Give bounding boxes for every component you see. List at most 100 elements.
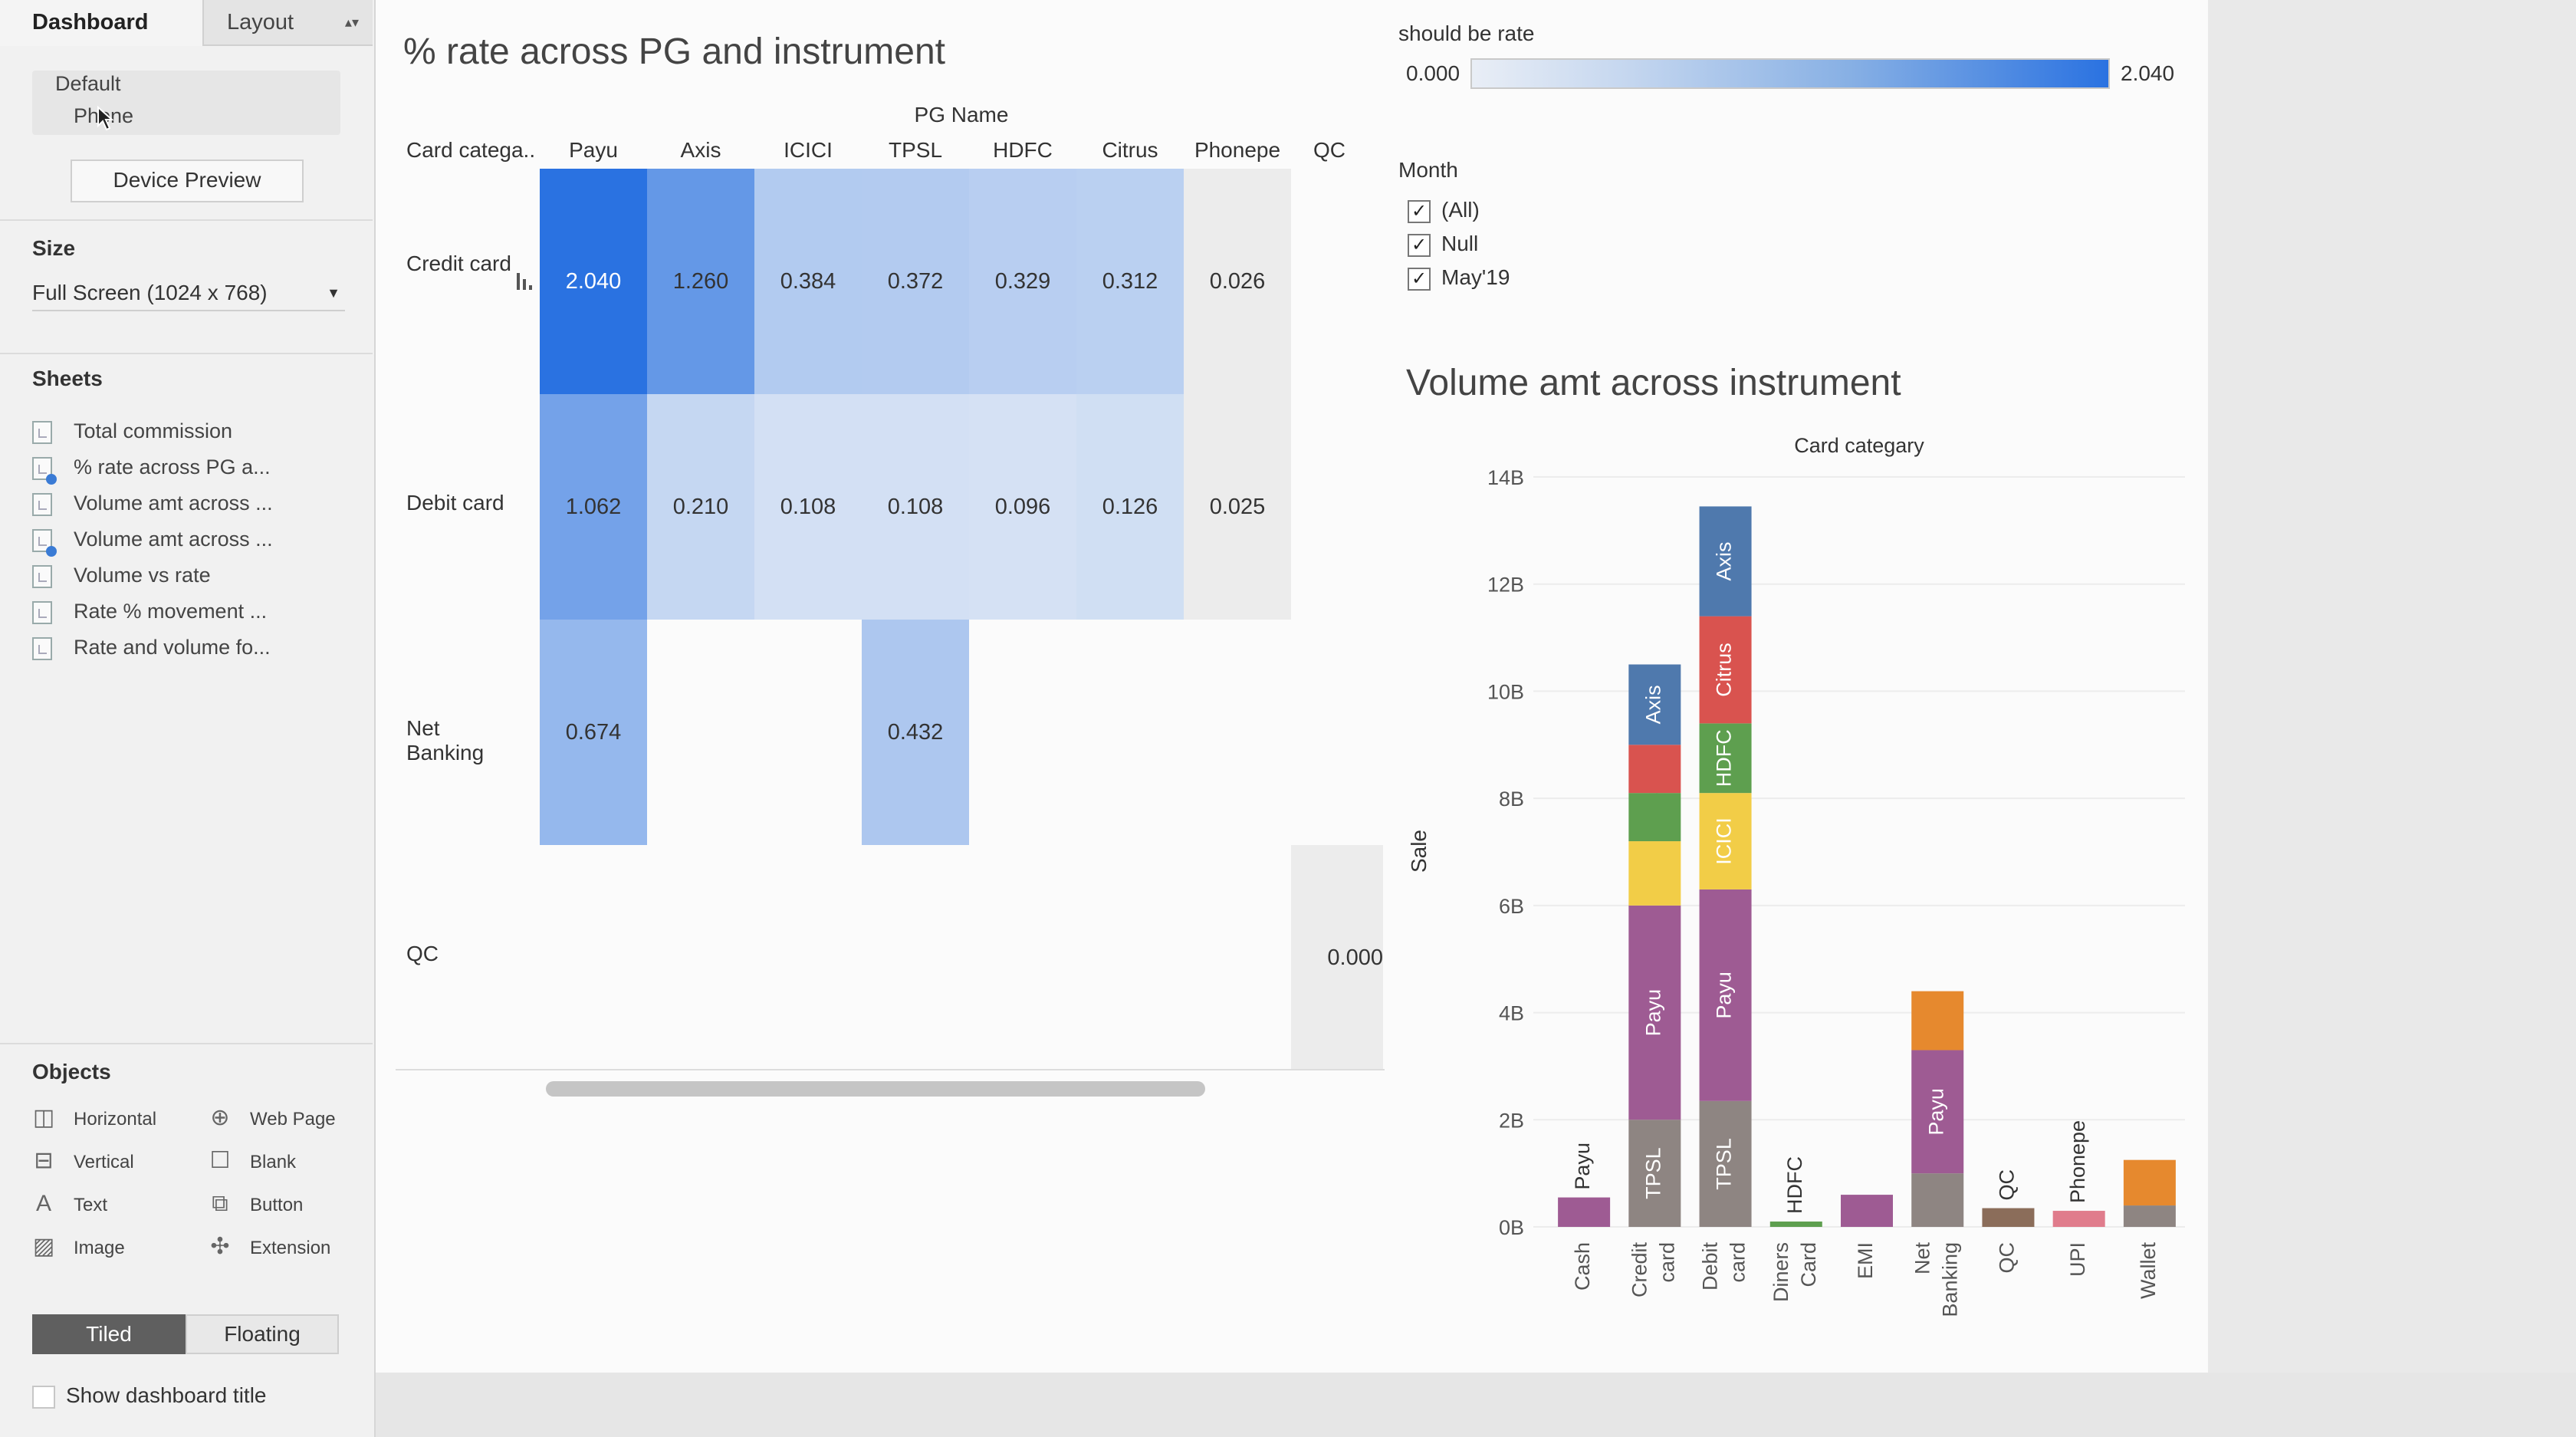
object-text[interactable]: A Text [31, 1189, 107, 1219]
device-preview-button[interactable]: Device Preview [71, 159, 304, 202]
heatmap-cell[interactable]: 0.026 [1184, 169, 1291, 394]
tab-dashboard[interactable]: Dashboard [0, 0, 202, 46]
sheet-item[interactable]: Volume vs rate [32, 560, 211, 590]
device-list: Default Phone [32, 71, 340, 135]
legend-min: 0.000 [1406, 61, 1460, 85]
sheet-item[interactable]: Rate % movement ... [32, 596, 267, 626]
object-image[interactable]: ▨ Image [31, 1231, 125, 1262]
sheet-label: Rate % movement ... [74, 600, 268, 623]
column-header-payu[interactable]: Payu [569, 138, 618, 162]
device-default[interactable]: Default [55, 72, 121, 95]
object-vertical[interactable]: ⊟ Vertical [31, 1146, 133, 1176]
worksheet-icon [32, 528, 57, 557]
sheet-label: Volume amt across ... [74, 492, 273, 515]
x-tick-label: EMI [1854, 1242, 1877, 1279]
floating-toggle[interactable]: Floating [186, 1314, 339, 1354]
sheet-item[interactable]: Volume amt across ... [32, 524, 273, 557]
text-icon: A [35, 1191, 51, 1216]
x-tick-label: Wallet [2137, 1242, 2160, 1300]
sheet-item[interactable]: Total commission [32, 416, 232, 446]
heatmap-cell[interactable]: 2.040 [540, 169, 647, 394]
column-header-qc[interactable]: QC [1313, 138, 1346, 162]
checkbox-checked-icon[interactable]: ✓ [1408, 199, 1431, 223]
bar-segment [1558, 1197, 1611, 1227]
month-filter-label: Null [1441, 232, 1479, 255]
heatmap-cell[interactable]: 0.210 [647, 394, 754, 620]
checkbox-checked-icon[interactable]: ✓ [1408, 233, 1431, 257]
y-tick-label: 14B [1487, 466, 1524, 489]
tiled-toggle[interactable]: Tiled [32, 1314, 186, 1354]
sheet-item[interactable]: Rate and volume fo... [32, 632, 271, 663]
month-filter-item[interactable]: ✓ (All) [1408, 195, 1480, 225]
sheet-item[interactable]: % rate across PG a... [32, 452, 271, 485]
column-header-citrus[interactable]: Citrus [1102, 138, 1158, 162]
size-value: Full Screen (1024 x 768) [32, 281, 268, 304]
object-label: Button [250, 1195, 304, 1215]
heatmap-cell[interactable]: 0.025 [1184, 394, 1291, 620]
bar-segment [1628, 905, 1681, 1120]
sheet-label: Total commission [74, 419, 233, 442]
bar-segment [1628, 664, 1681, 745]
object-globe[interactable]: ⊕ Web Page [207, 1103, 335, 1133]
y-tick-label: 4B [1499, 1002, 1524, 1025]
bar-segment [1628, 793, 1681, 842]
heatmap-title: % rate across PG and instrument [403, 31, 945, 72]
bar-segment-label: Phonepe [2066, 1120, 2089, 1203]
month-filter-label: (All) [1441, 198, 1480, 222]
heatmap-cell[interactable]: 0.108 [862, 394, 969, 620]
row-label[interactable]: Net Banking [406, 716, 485, 765]
heatmap-cell[interactable]: 1.260 [647, 169, 754, 394]
bar-segment [1628, 1120, 1681, 1227]
object-label: Extension [250, 1238, 331, 1258]
canvas-margin [2208, 0, 2576, 1437]
show-dashboard-title-checkbox[interactable]: Show dashboard title [32, 1380, 267, 1411]
object-horizontal[interactable]: ◫ Horizontal [31, 1103, 156, 1133]
x-tick-label: Debit [1699, 1242, 1722, 1291]
object-extension[interactable]: ✣ Extension [207, 1231, 330, 1262]
y-tick-label: 0B [1499, 1216, 1524, 1239]
heatmap-cell[interactable]: 0.108 [754, 394, 862, 620]
horizontal-scrollbar[interactable] [546, 1081, 1205, 1097]
month-filter-item[interactable]: ✓ May'19 [1408, 262, 1510, 293]
bar-segment-label: TPSL [1641, 1147, 1664, 1199]
object-button[interactable]: ⧉ Button [207, 1189, 303, 1219]
bar-segment-label: Payu [1571, 1143, 1594, 1190]
column-header-icici[interactable]: ICICI [784, 138, 833, 162]
heatmap-cell[interactable]: 0.329 [969, 169, 1076, 394]
bar-segment-label: TPSL [1713, 1138, 1736, 1190]
vertical-icon: ⊟ [34, 1148, 54, 1173]
heatmap-cell[interactable]: 0.312 [1076, 169, 1184, 394]
column-header-axis[interactable]: Axis [680, 138, 721, 162]
checkbox-checked-icon[interactable]: ✓ [1408, 267, 1431, 291]
month-filter-label: May'19 [1441, 265, 1510, 289]
size-dropdown[interactable]: Full Screen (1024 x 768) ▼ [32, 276, 345, 311]
horizontal-icon: ◫ [32, 1105, 55, 1130]
card-category-header[interactable]: Card catega.. [406, 138, 536, 162]
bar-segment-label: Payu [1924, 1088, 1947, 1136]
mouse-cursor-icon [97, 106, 114, 131]
x-tick-label: card [1727, 1242, 1750, 1283]
heatmap-cell[interactable]: 0.000 [1291, 845, 1383, 1070]
sheet-label: Rate and volume fo... [74, 636, 271, 659]
heatmap-cell[interactable]: 1.062 [540, 394, 647, 620]
row-label[interactable]: Credit card [406, 252, 511, 275]
object-blank[interactable]: ☐ Blank [207, 1146, 297, 1176]
heatmap-cell[interactable]: 0.096 [969, 394, 1076, 620]
row-label[interactable]: Debit card [406, 491, 504, 515]
column-header-hdfc[interactable]: HDFC [993, 138, 1053, 162]
sheet-item[interactable]: Volume amt across ... [32, 488, 273, 518]
heatmap-cell[interactable]: 0.432 [862, 620, 969, 845]
month-filter-item[interactable]: ✓ Null [1408, 229, 1478, 259]
column-header-phonepe[interactable]: Phonepe [1194, 138, 1281, 162]
heatmap-cell[interactable]: 0.126 [1076, 394, 1184, 620]
heatmap-cell[interactable]: 0.384 [754, 169, 862, 394]
bar-segment [1699, 616, 1752, 724]
heatmap-cell[interactable]: 0.674 [540, 620, 647, 845]
tab-layout[interactable]: Layout ▴▾ [202, 0, 373, 46]
row-label[interactable]: QC [406, 942, 439, 965]
sort-bars-icon[interactable] [515, 271, 535, 291]
object-label: Text [74, 1195, 108, 1215]
heatmap-cell[interactable]: 0.372 [862, 169, 969, 394]
column-header-tpsl[interactable]: TPSL [888, 138, 943, 162]
sheet-label: % rate across PG a... [74, 455, 271, 478]
